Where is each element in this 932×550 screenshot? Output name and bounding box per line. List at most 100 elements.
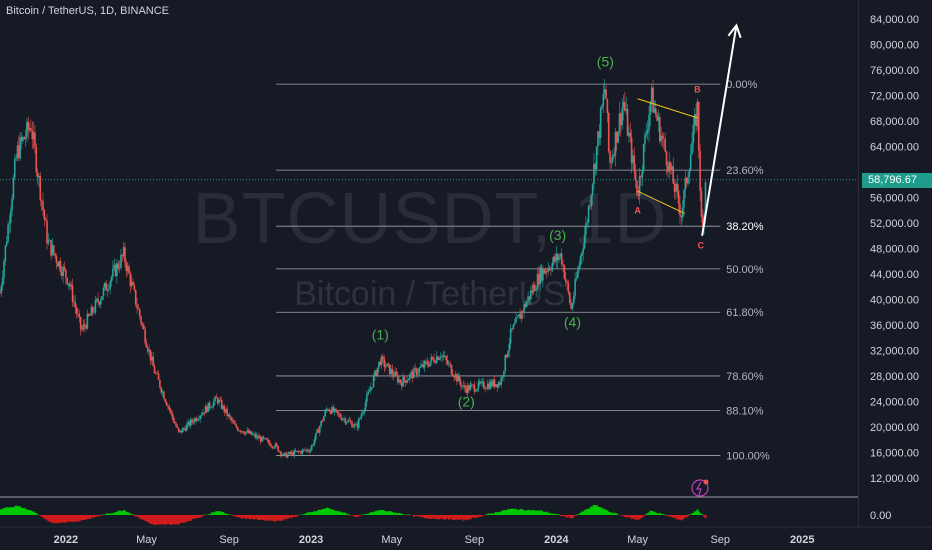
oscillator-bar — [314, 511, 317, 515]
oscillator-bar — [527, 509, 530, 515]
oscillator-bar — [525, 510, 528, 515]
candle-body — [344, 418, 347, 424]
candle-body — [603, 89, 606, 95]
candle-body — [685, 178, 688, 184]
oscillator-bar — [125, 512, 128, 515]
fib-level-label: 88.10% — [726, 405, 764, 417]
oscillator-bar — [252, 515, 256, 520]
candle-body — [61, 271, 63, 276]
candle-body — [677, 190, 680, 204]
candle-body — [113, 264, 116, 269]
oscillator-bar — [442, 515, 445, 520]
oscillator-bar — [355, 515, 358, 518]
oscillator-bar — [160, 515, 163, 525]
candle-body — [262, 436, 265, 439]
oscillator-bar — [86, 515, 89, 519]
candle-body — [481, 381, 484, 383]
candle-body — [309, 449, 312, 452]
candle-body — [480, 381, 482, 384]
candle-body — [599, 108, 602, 138]
oscillator-bar — [281, 515, 284, 521]
candle-body — [16, 145, 19, 158]
oscillator-bar — [166, 515, 170, 524]
oscillator-bar — [239, 515, 242, 518]
candle-body — [191, 419, 193, 422]
oscillator-bar — [678, 515, 682, 520]
candle-body — [415, 368, 418, 375]
oscillator-bar — [50, 515, 53, 523]
oscillator-bar — [494, 512, 498, 515]
oscillator-bar — [394, 512, 397, 515]
candle-body — [0, 285, 3, 294]
oscillator-bar — [670, 515, 674, 518]
oscillator-bar — [377, 510, 381, 515]
candle-body — [548, 267, 551, 270]
candle-body — [524, 304, 527, 307]
candle-body — [270, 445, 273, 447]
oscillator-bar — [188, 515, 191, 521]
candle-body — [47, 240, 50, 244]
candle-body — [489, 381, 492, 389]
candle-body — [586, 222, 589, 224]
candle-body — [657, 117, 660, 121]
candle-body — [528, 296, 531, 300]
candle-body — [363, 409, 365, 413]
oscillator-bar — [183, 515, 186, 523]
candle-body — [108, 288, 110, 290]
oscillator-bar — [304, 514, 307, 515]
projection-arrow — [701, 25, 738, 236]
oscillator-bar — [574, 515, 577, 516]
oscillator-bar — [699, 513, 702, 515]
oscillator-bar — [441, 515, 444, 519]
oscillator-bar — [563, 515, 566, 517]
candle-body — [355, 423, 357, 425]
oscillator-bar — [310, 512, 313, 515]
oscillator-bar — [498, 512, 502, 515]
candle-body — [282, 453, 285, 455]
oscillator-bar — [93, 515, 96, 518]
oscillator-bar — [341, 513, 344, 515]
oscillator-bar — [650, 510, 653, 515]
oscillator-bar — [290, 515, 293, 518]
candle-body — [129, 273, 132, 286]
oscillator-bar — [278, 515, 281, 521]
candle-body — [482, 381, 485, 389]
oscillator-bar — [236, 515, 240, 517]
oscillator-bar — [356, 515, 359, 517]
price-tick-label: 24,000.00 — [870, 396, 919, 408]
candle-body — [704, 182, 707, 215]
candle-body — [253, 433, 255, 435]
oscillator-bar — [453, 515, 456, 520]
candle-body — [172, 416, 175, 422]
oscillator-bar — [560, 515, 563, 517]
oscillator-bar — [662, 514, 666, 515]
oscillator-bar — [466, 515, 469, 520]
candle-body — [320, 420, 322, 427]
candle-body — [226, 408, 228, 416]
price-tick-label: 64,000.00 — [870, 142, 919, 154]
candle-body — [42, 200, 44, 210]
oscillator-bar — [489, 513, 492, 515]
oscillator-bar — [340, 512, 343, 515]
candle-body — [69, 283, 71, 287]
candle-body — [316, 429, 318, 434]
oscillator-bar — [420, 515, 424, 518]
candle-body — [614, 131, 617, 156]
candle-body — [324, 410, 326, 417]
candle-body — [559, 253, 562, 257]
symbol-watermark: BTCUSDT, 1D — [192, 179, 668, 259]
price-tick-label: 44,000.00 — [870, 269, 919, 281]
candle-body — [351, 422, 353, 428]
oscillator-bar — [502, 509, 506, 515]
oscillator-bar — [162, 515, 166, 525]
oscillator-bar — [234, 515, 237, 516]
oscillator-bar — [110, 513, 113, 515]
candle-body — [91, 306, 94, 313]
last-price-tag: 58,796.67 — [862, 172, 932, 188]
oscillator-bar — [653, 511, 656, 515]
candle-body — [378, 361, 380, 368]
candle-body — [163, 391, 165, 400]
oscillator-bar — [0, 509, 3, 515]
candle-body — [202, 412, 204, 415]
